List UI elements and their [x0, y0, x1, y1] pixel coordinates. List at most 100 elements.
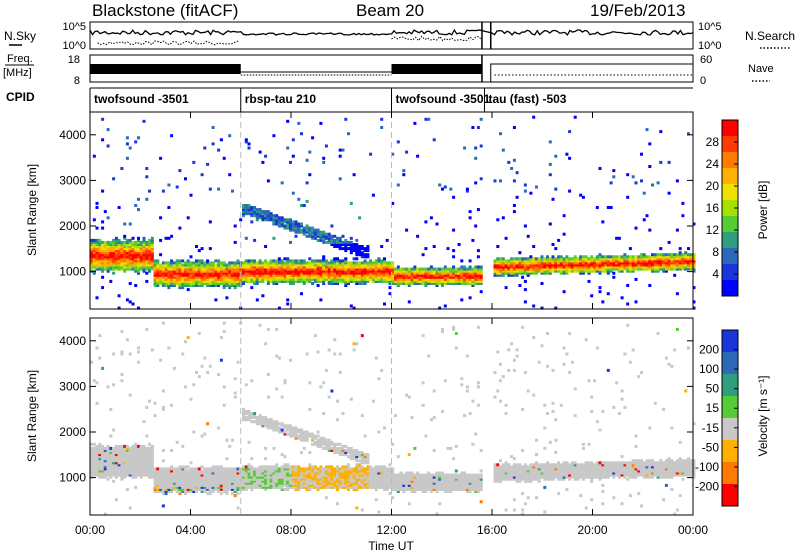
data-cell: [92, 259, 96, 263]
data-cell: [313, 475, 317, 479]
data-cell: [576, 261, 580, 265]
data-cell: [399, 475, 403, 479]
data-cell: [432, 485, 436, 489]
data-cell: [222, 265, 226, 269]
data-cell: [308, 271, 312, 275]
data-cell: [673, 259, 677, 263]
data-cell: [300, 263, 303, 267]
data-cell: [203, 469, 207, 473]
data-cell: [291, 259, 295, 263]
data-cell: [471, 442, 475, 446]
data-cell: [95, 467, 99, 471]
data-cell: [192, 488, 196, 491]
data-cell: [479, 177, 483, 181]
data-cell: [203, 269, 207, 273]
data-cell: [148, 255, 151, 259]
data-cell: [305, 158, 309, 162]
data-cell: [330, 481, 334, 485]
data-cell: [313, 265, 317, 269]
data-cell: [380, 477, 384, 481]
data-cell: [363, 459, 367, 463]
data-cell: [474, 273, 478, 277]
data-cell: [159, 273, 163, 277]
data-cell: [347, 261, 350, 265]
data-cell: [109, 255, 113, 259]
data-cell: [128, 300, 132, 304]
data-cell: [333, 469, 337, 473]
data-cell: [363, 255, 367, 259]
data-cell: [150, 267, 154, 271]
data-cell: [330, 485, 334, 489]
data-cell: [302, 469, 306, 473]
data-cell: [465, 189, 469, 193]
data-cell: [150, 459, 154, 463]
data-cell: [114, 446, 118, 450]
data-cell: [692, 257, 696, 261]
data-cell: [305, 271, 309, 275]
data-cell: [261, 424, 265, 428]
data-cell: [236, 263, 240, 267]
data-cell: [476, 385, 480, 389]
data-cell: [148, 467, 151, 471]
data-cell: [327, 395, 331, 399]
data-cell: [109, 407, 113, 411]
data-cell: [313, 465, 317, 469]
data-cell: [454, 279, 458, 283]
data-cell: [311, 438, 315, 442]
data-cell: [123, 457, 127, 461]
data-cell: [457, 279, 461, 283]
data-cell: [565, 267, 569, 271]
data-cell: [112, 261, 116, 265]
data-cell: [302, 259, 306, 263]
data-cell: [277, 279, 281, 283]
data-cell: [626, 255, 630, 259]
data-cell: [416, 154, 420, 158]
data-cell: [496, 267, 500, 271]
data-cell: [399, 269, 403, 273]
data-cell: [327, 238, 331, 242]
data-cell: [172, 483, 176, 487]
data-cell: [161, 273, 165, 277]
data-cell: [228, 286, 232, 290]
data-cell: [413, 446, 417, 450]
data-cell: [689, 267, 693, 271]
data-cell: [438, 479, 442, 483]
data-cell: [289, 224, 292, 228]
data-cell: [233, 271, 237, 275]
data-cell: [628, 255, 632, 259]
data-cell: [203, 475, 207, 479]
data-cell: [532, 261, 536, 265]
data-cell: [137, 473, 140, 477]
data-cell: [255, 271, 259, 275]
data-cell: [438, 267, 442, 271]
data-cell: [214, 471, 218, 475]
data-cell: [231, 475, 234, 479]
data-cell: [277, 269, 281, 273]
data-cell: [261, 485, 265, 489]
data-cell: [418, 269, 422, 273]
data-cell: [214, 271, 218, 275]
data-cell: [380, 269, 384, 273]
data-cell: [330, 471, 334, 475]
data-cell: [172, 271, 176, 275]
data-cell: [374, 479, 378, 483]
data-cell: [311, 467, 315, 471]
data-cell: [441, 330, 444, 333]
data-cell: [568, 265, 572, 269]
data-cell: [322, 271, 326, 275]
data-cell: [327, 261, 331, 265]
data-cell: [499, 479, 502, 483]
data-cell: [95, 251, 99, 255]
data-cell: [305, 481, 309, 485]
data-cell: [518, 267, 522, 271]
data-cell: [352, 451, 356, 454]
data-cell: [322, 265, 326, 269]
data-cell: [294, 261, 298, 265]
data-cell: [380, 117, 384, 121]
data-cell: [145, 469, 149, 473]
data-cell: [275, 483, 279, 487]
data-cell: [424, 434, 428, 438]
data-cell: [98, 356, 102, 360]
data-cell: [103, 253, 107, 257]
